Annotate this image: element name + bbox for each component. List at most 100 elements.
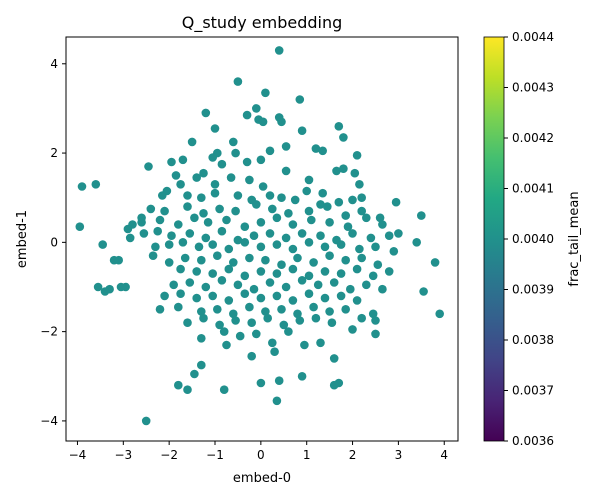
- scatter-point: [288, 244, 298, 254]
- scatter-point: [297, 229, 307, 238]
- scatter-point: [336, 291, 346, 301]
- scatter-point: [293, 309, 302, 319]
- scatter-point: [219, 327, 229, 336]
- scatter-point: [311, 144, 321, 153]
- scatter-point: [164, 240, 174, 249]
- scatter-point: [348, 229, 357, 238]
- scatter-point: [384, 231, 394, 240]
- scatter-point: [139, 229, 149, 238]
- scatter-point: [183, 318, 192, 328]
- colorbar-tick-label: 0.0037: [512, 384, 554, 398]
- scatter-point: [164, 258, 174, 267]
- scatter-point: [167, 157, 176, 167]
- scatter-point: [148, 251, 158, 260]
- scatter-point: [268, 338, 277, 348]
- scatter-point: [412, 238, 422, 247]
- x-tick-label: 4: [440, 448, 448, 462]
- scatter-point: [265, 229, 275, 238]
- scatter-point: [229, 137, 238, 147]
- scatter-point: [329, 278, 339, 287]
- scatter-point: [208, 269, 217, 278]
- scatter-point: [144, 162, 153, 171]
- scatter-point: [272, 269, 282, 278]
- scatter-point: [309, 258, 318, 267]
- scatter-point: [350, 168, 360, 178]
- scatter-point: [222, 340, 231, 350]
- scatter-point: [419, 287, 428, 296]
- scatter-point: [194, 242, 204, 252]
- scatter-point: [304, 238, 314, 247]
- scatter-point: [229, 258, 238, 267]
- scatter-point: [176, 180, 185, 189]
- scatter-point: [341, 211, 351, 220]
- scatter-point: [281, 233, 291, 243]
- scatter-point: [284, 327, 293, 336]
- colorbar-tick-label: 0.0043: [512, 81, 554, 95]
- x-tick-label: 0: [257, 448, 265, 462]
- scatter-point: [185, 229, 195, 238]
- scatter-point: [332, 166, 341, 176]
- y-tick-label: 0: [50, 235, 58, 249]
- scatter-point: [178, 155, 188, 165]
- scatter-point: [288, 296, 298, 305]
- scatter-point: [185, 278, 195, 287]
- scatter-point: [187, 137, 197, 147]
- scatter-point: [176, 289, 185, 299]
- scatter-point: [277, 117, 286, 127]
- scatter-point: [368, 309, 378, 319]
- scatter-point: [329, 380, 339, 390]
- x-tick-label: −1: [206, 448, 224, 462]
- colorbar-label: frac_tail_mean: [567, 191, 582, 286]
- scatter-point: [245, 175, 254, 185]
- scatter-point: [320, 242, 330, 252]
- scatter-point: [199, 313, 208, 323]
- scatter-point: [304, 271, 314, 281]
- scatter-point: [343, 222, 353, 231]
- scatter-point: [217, 226, 227, 236]
- scatter-point: [137, 218, 146, 227]
- scatter-point: [256, 267, 266, 276]
- scatter-point: [174, 220, 183, 229]
- x-axis-label: embed-0: [233, 471, 291, 486]
- points-layer: [75, 46, 445, 426]
- scatter-point: [265, 146, 275, 156]
- scatter-point: [201, 108, 211, 118]
- scatter-point: [391, 197, 401, 207]
- scatter-point: [341, 305, 351, 314]
- scatter-point: [219, 385, 229, 395]
- colorbar-tick-label: 0.0041: [512, 182, 554, 196]
- scatter-point: [116, 282, 126, 292]
- scatter-point: [304, 206, 314, 216]
- scatter-point: [371, 329, 380, 339]
- scatter-point: [297, 126, 307, 135]
- scatter-point: [123, 224, 133, 234]
- scatter-point: [242, 110, 252, 120]
- scatter-point: [215, 204, 224, 214]
- scatter-point: [233, 280, 243, 290]
- scatter-point: [240, 289, 250, 299]
- scatter-point: [217, 276, 227, 285]
- scatter-point: [235, 331, 245, 341]
- scatter-point: [355, 244, 364, 254]
- scatter-point: [224, 264, 234, 274]
- scatter-point: [151, 242, 160, 252]
- scatter-point: [199, 168, 208, 178]
- scatter-point: [378, 220, 387, 229]
- y-tick-label: −4: [40, 414, 58, 428]
- scatter-point: [169, 280, 178, 290]
- scatter-point: [245, 253, 254, 263]
- y-tick-label: 2: [50, 146, 58, 160]
- scatter-point: [430, 258, 440, 267]
- scatter-point: [355, 180, 364, 189]
- scatter-point: [307, 215, 316, 225]
- scatter-point: [313, 280, 323, 290]
- scatter-point: [277, 260, 286, 270]
- scatter-point: [160, 206, 169, 216]
- scatter-point: [346, 284, 355, 294]
- scatter-point: [242, 157, 252, 167]
- scatter-point: [199, 209, 208, 218]
- scatter-point: [100, 287, 110, 296]
- scatter-point: [178, 238, 188, 247]
- scatter-point: [245, 302, 254, 312]
- scatter-point: [251, 200, 261, 209]
